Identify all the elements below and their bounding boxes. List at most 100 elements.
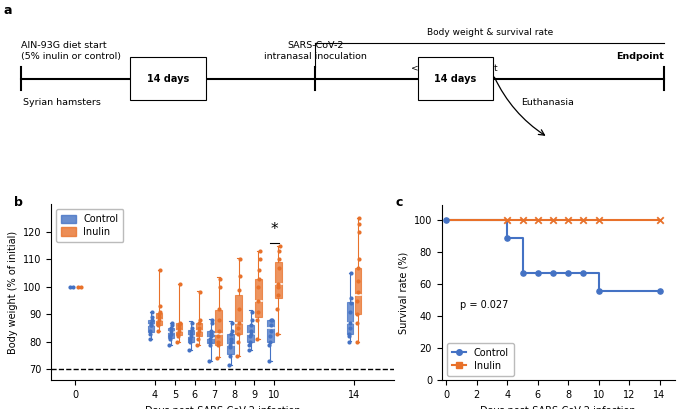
Point xyxy=(247,308,258,315)
Point xyxy=(166,322,177,329)
Point xyxy=(145,330,155,337)
Point xyxy=(265,328,276,334)
Point xyxy=(344,330,355,337)
Point xyxy=(245,330,256,337)
Point xyxy=(562,217,573,224)
Point xyxy=(184,339,195,345)
Text: b: b xyxy=(14,196,23,209)
Text: AIN-93G diet start
(5% inulin or control): AIN-93G diet start (5% inulin or control… xyxy=(21,41,121,61)
Point xyxy=(186,330,197,337)
Point xyxy=(204,342,215,348)
Point xyxy=(165,333,176,339)
Text: *: * xyxy=(271,222,278,238)
Point xyxy=(147,314,158,320)
Point xyxy=(195,289,206,296)
Bar xyxy=(148,320,154,332)
Point xyxy=(206,319,217,326)
Point xyxy=(273,281,284,288)
Point xyxy=(225,339,236,345)
Point xyxy=(353,220,364,227)
Point xyxy=(654,217,665,224)
Point xyxy=(155,303,166,310)
Point xyxy=(354,215,365,222)
Point xyxy=(345,300,356,307)
Point xyxy=(224,362,235,369)
Point xyxy=(227,319,238,326)
Point xyxy=(205,336,216,342)
Point xyxy=(244,342,255,348)
Point xyxy=(174,322,185,329)
Bar xyxy=(227,334,234,354)
Point xyxy=(234,306,245,312)
Point xyxy=(351,339,362,345)
Point xyxy=(233,319,244,326)
Point xyxy=(185,336,196,342)
Bar xyxy=(195,323,202,336)
Point xyxy=(166,319,177,326)
Point xyxy=(245,339,256,345)
Point xyxy=(264,342,275,348)
Text: Body weight & survival rate: Body weight & survival rate xyxy=(427,28,553,37)
Point xyxy=(234,286,245,293)
Point xyxy=(345,319,356,326)
Point xyxy=(172,339,183,345)
Text: 14 days: 14 days xyxy=(147,74,189,83)
Point xyxy=(346,270,357,276)
Point xyxy=(204,358,215,364)
Point xyxy=(224,353,235,359)
Point xyxy=(272,292,283,299)
Point xyxy=(246,322,257,329)
Point xyxy=(233,325,244,331)
Point xyxy=(67,284,78,290)
Point xyxy=(232,353,242,359)
Legend: Control, Inulin: Control, Inulin xyxy=(56,209,123,242)
Point xyxy=(562,270,573,276)
Bar xyxy=(275,262,282,298)
Point xyxy=(272,306,283,312)
Point xyxy=(532,217,543,224)
Bar xyxy=(188,330,194,342)
Bar xyxy=(347,302,353,334)
Point xyxy=(226,328,237,334)
Point xyxy=(226,330,237,337)
Point xyxy=(264,358,275,364)
Point xyxy=(353,278,364,285)
Point xyxy=(254,256,265,263)
Text: SARS-CoV-2
intranasal inoculation: SARS-CoV-2 intranasal inoculation xyxy=(264,41,366,61)
Point xyxy=(273,256,284,263)
Point xyxy=(654,288,665,294)
Point xyxy=(264,333,275,339)
Point xyxy=(145,328,155,334)
Point xyxy=(75,284,86,290)
Point xyxy=(144,336,155,342)
Point xyxy=(186,325,197,331)
Point xyxy=(145,322,156,329)
Point xyxy=(353,265,364,271)
Point xyxy=(253,297,264,304)
X-axis label: Days post-SARS-CoV-2 infection: Days post-SARS-CoV-2 infection xyxy=(480,406,636,409)
Point xyxy=(214,317,225,323)
Point xyxy=(266,317,277,323)
Y-axis label: Body weight (% of initial): Body weight (% of initial) xyxy=(8,231,18,354)
Point xyxy=(214,275,225,282)
Point xyxy=(73,284,84,290)
Point xyxy=(532,270,543,276)
Point xyxy=(206,328,217,334)
Text: Syrian hamsters: Syrian hamsters xyxy=(23,98,101,107)
Point xyxy=(344,333,355,339)
Point xyxy=(205,339,216,345)
Point xyxy=(351,311,362,318)
Point xyxy=(547,270,558,276)
Point xyxy=(246,317,257,323)
Point xyxy=(192,342,203,348)
Point xyxy=(193,325,204,331)
Point xyxy=(245,328,256,334)
Point xyxy=(195,317,206,323)
Point xyxy=(353,229,364,235)
Bar xyxy=(247,326,253,342)
Point xyxy=(234,273,245,279)
Point xyxy=(175,281,186,288)
Point xyxy=(234,256,245,263)
Point xyxy=(184,347,195,353)
Bar xyxy=(267,320,273,342)
